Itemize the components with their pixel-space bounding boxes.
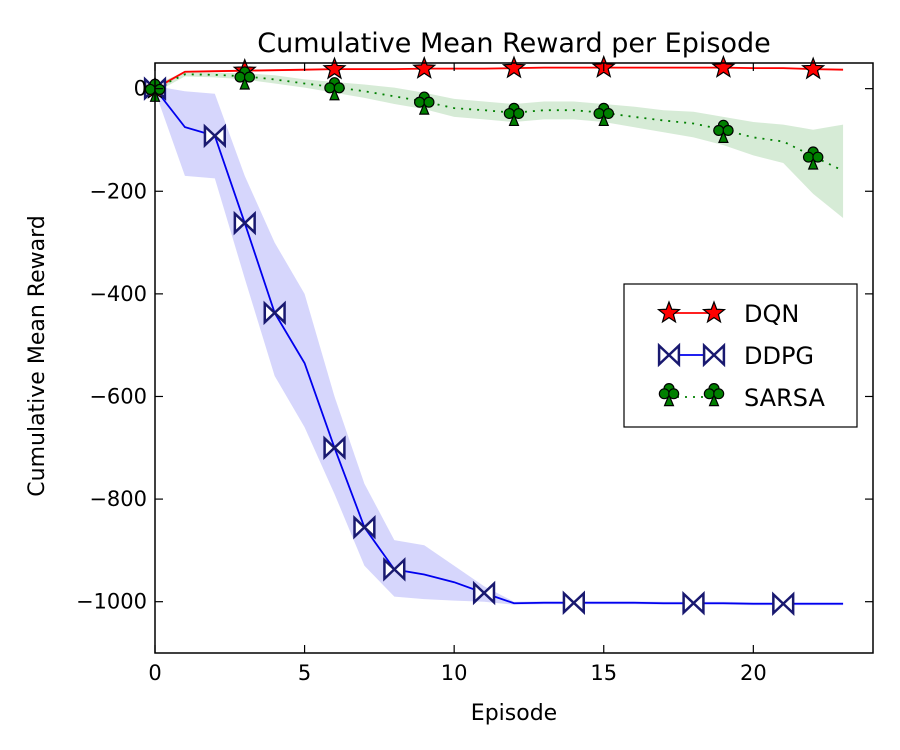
legend: DQN DDPG SARSA [623,283,858,428]
y-tick-label: −200 [89,179,147,203]
sarsa-marker [593,102,615,127]
sarsa-marker [713,119,734,143]
dqn-marker [412,55,437,79]
ddpg-marker [263,300,286,326]
sarsa-marker [503,102,525,127]
y-axis-label: Cumulative Mean Reward [25,215,50,496]
series-markers [142,54,826,616]
legend-label-sarsa: SARSA [744,384,825,412]
dqn-marker [801,56,826,80]
legend-label-ddpg: DDPG [744,342,814,370]
legend-marker-sarsa [703,382,725,407]
legend-marker-dqn [656,300,682,324]
ddpg-band [155,86,844,606]
x-ticks: 0 5 10 15 20 [148,63,767,685]
dqn-marker [711,54,736,78]
x-tick-label: 20 [740,661,767,685]
chart-title: Cumulative Mean Reward per Episode [257,28,770,59]
y-tick-label: −800 [89,487,147,511]
dqn-marker [501,55,527,79]
ddpg-marker [772,591,795,616]
y-tick-label: −600 [89,384,147,408]
ddpg-marker [383,557,406,582]
x-tick-label: 0 [148,661,161,685]
legend-marker-dqn [701,300,727,324]
dqn-marker [322,56,347,80]
dqn-band [155,66,844,92]
ddpg-marker [233,210,256,236]
sarsa-marker [324,77,345,101]
sarsa-marker [802,146,824,170]
sarsa-band [155,72,844,218]
y-tick-label: −400 [89,282,147,306]
x-tick-label: 10 [441,661,468,685]
x-tick-label: 15 [590,661,617,685]
x-axis-label: Episode [471,701,557,726]
ddpg-marker [353,515,376,540]
legend-marker-ddpg [657,342,681,368]
legend-marker-sarsa [658,382,680,407]
x-tick-label: 5 [298,661,311,685]
ddpg-marker [562,590,585,615]
y-tick-label: 0 [134,77,147,101]
legend-marker-ddpg [702,342,726,368]
y-tick-label: −1000 [76,590,147,614]
ddpg-marker [203,123,226,149]
ddpg-line [155,88,844,605]
y-ticks: 0 −200 −400 −600 −800 −1000 [76,77,873,614]
plot-frame [154,62,874,654]
ddpg-marker [323,435,346,461]
ddpg-marker [682,590,705,616]
ddpg-marker [472,580,496,606]
confidence-bands [155,66,844,606]
legend-label-dqn: DQN [744,300,799,328]
sarsa-marker [413,91,435,115]
sarsa-marker [234,66,256,90]
